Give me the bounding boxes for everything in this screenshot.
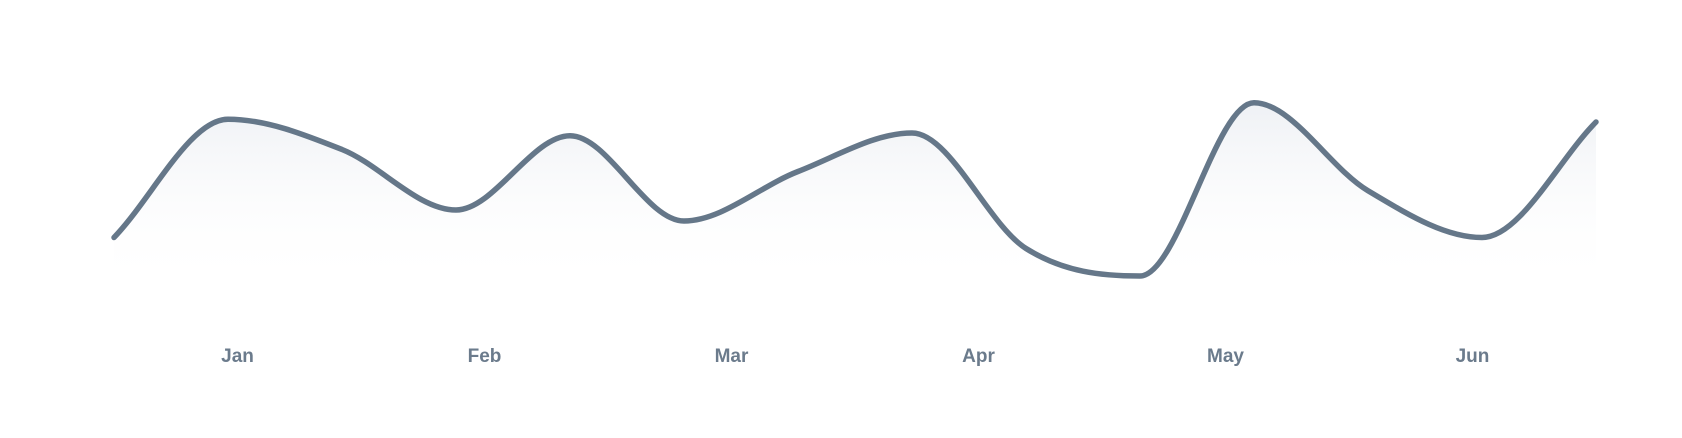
data-point bbox=[339, 147, 345, 153]
data-point bbox=[909, 130, 915, 136]
data-point bbox=[1593, 119, 1599, 125]
x-axis: Jan Feb Mar Apr May Jun bbox=[221, 346, 1489, 367]
data-point bbox=[1251, 100, 1257, 106]
series-line bbox=[111, 100, 1599, 279]
data-point bbox=[1365, 188, 1371, 194]
data-point bbox=[1479, 235, 1485, 241]
x-tick-label-mar: Mar bbox=[715, 346, 749, 367]
x-tick-label-jun: Jun bbox=[1456, 346, 1490, 367]
data-point bbox=[1023, 246, 1029, 252]
x-tick-label-jan: Jan bbox=[221, 346, 254, 367]
data-point bbox=[567, 133, 573, 139]
data-point bbox=[453, 207, 459, 213]
x-tick-label-may: May bbox=[1207, 346, 1244, 367]
data-point bbox=[225, 116, 231, 122]
area-fill bbox=[114, 102, 1596, 290]
data-point bbox=[681, 218, 687, 224]
x-tick-label-apr: Apr bbox=[962, 346, 995, 367]
data-point bbox=[111, 235, 117, 241]
x-tick-label-feb: Feb bbox=[468, 346, 502, 367]
data-point bbox=[1137, 273, 1143, 279]
data-point bbox=[795, 169, 801, 175]
